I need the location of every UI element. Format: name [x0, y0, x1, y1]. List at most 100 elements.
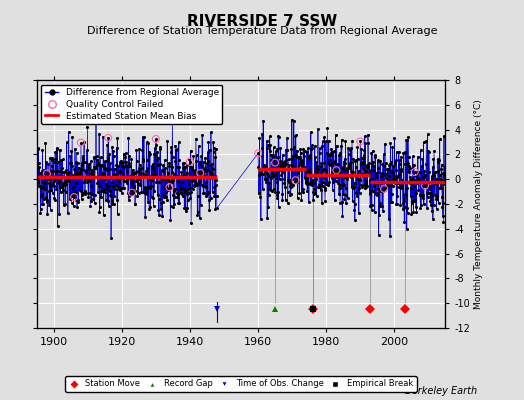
Point — [106, 175, 115, 182]
Point — [173, 164, 181, 170]
Point — [126, 162, 134, 169]
Point — [411, 169, 419, 175]
Point — [358, 184, 366, 190]
Point — [300, 153, 308, 159]
Point — [176, 186, 184, 193]
Point — [269, 144, 278, 150]
Point — [140, 190, 149, 196]
Point — [105, 187, 114, 194]
Point — [192, 158, 200, 164]
Point — [203, 158, 212, 164]
Point — [413, 175, 422, 181]
Point — [112, 173, 120, 179]
Point — [202, 182, 211, 189]
Point — [369, 159, 377, 166]
Point — [365, 171, 373, 177]
Point — [144, 199, 152, 205]
Point — [166, 217, 174, 223]
Point — [82, 168, 90, 174]
Point — [155, 212, 163, 218]
Point — [115, 186, 123, 192]
Point — [115, 183, 124, 190]
Point — [156, 173, 165, 179]
Point — [373, 192, 381, 198]
Point — [72, 159, 80, 166]
Point — [123, 176, 132, 183]
Point — [409, 198, 418, 204]
Point — [213, 205, 221, 211]
Point — [41, 180, 49, 186]
Point — [432, 196, 440, 203]
Point — [321, 197, 329, 204]
Point — [354, 171, 363, 178]
Point — [210, 144, 218, 151]
Point — [128, 180, 137, 186]
Point — [431, 169, 440, 175]
Point — [176, 185, 184, 192]
Point — [314, 183, 323, 190]
Point — [261, 166, 270, 172]
Point — [126, 174, 135, 181]
Point — [85, 176, 94, 182]
Point — [100, 171, 108, 177]
Point — [180, 205, 189, 212]
Point — [150, 188, 159, 194]
Point — [367, 167, 375, 174]
Point — [351, 201, 359, 208]
Point — [137, 174, 145, 180]
Point — [268, 188, 276, 194]
Point — [292, 154, 301, 160]
Point — [66, 196, 74, 202]
Point — [145, 149, 154, 155]
Point — [196, 160, 205, 166]
Point — [289, 182, 297, 188]
Point — [376, 203, 384, 210]
Point — [304, 152, 313, 159]
Point — [111, 166, 119, 172]
Point — [192, 180, 201, 187]
Point — [292, 152, 300, 159]
Point — [302, 180, 311, 187]
Point — [371, 152, 379, 158]
Point — [137, 188, 146, 195]
Point — [188, 178, 196, 184]
Point — [156, 144, 165, 150]
Point — [70, 173, 78, 179]
Point — [258, 152, 266, 159]
Point — [162, 184, 171, 191]
Point — [63, 176, 72, 182]
Point — [345, 161, 354, 168]
Point — [133, 158, 141, 164]
Point — [343, 167, 351, 174]
Point — [291, 177, 300, 184]
Point — [419, 195, 428, 201]
Point — [117, 168, 125, 175]
Point — [129, 170, 138, 176]
Point — [271, 148, 280, 155]
Point — [356, 160, 365, 166]
Point — [109, 172, 117, 178]
Point — [307, 180, 315, 186]
Point — [46, 154, 54, 161]
Point — [373, 189, 381, 196]
Point — [370, 167, 379, 173]
Point — [38, 200, 46, 207]
Point — [275, 167, 283, 174]
Point — [294, 154, 303, 160]
Point — [350, 184, 358, 190]
Point — [352, 157, 360, 164]
Point — [212, 182, 221, 188]
Point — [201, 155, 210, 161]
Point — [134, 190, 143, 196]
Point — [318, 200, 326, 206]
Point — [51, 149, 59, 155]
Point — [315, 150, 324, 156]
Point — [401, 192, 410, 198]
Point — [424, 149, 432, 155]
Point — [113, 134, 122, 141]
Point — [428, 175, 436, 181]
Point — [311, 176, 320, 182]
Point — [273, 192, 281, 198]
Point — [135, 146, 144, 152]
Point — [136, 161, 144, 168]
